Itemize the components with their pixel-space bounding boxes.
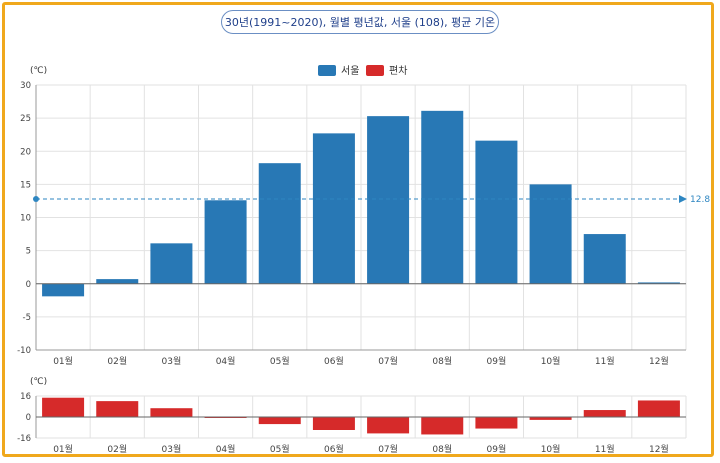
deviation-x-tick-label: 11월 bbox=[595, 443, 615, 455]
legend-label-seoul[interactable]: 서울 bbox=[341, 65, 359, 77]
chart-title: 30년(1991~2020), 월별 평년값, 서울 (108), 평균 기온 bbox=[221, 10, 499, 34]
main-bar-03월 bbox=[150, 243, 193, 284]
main-bar-05월 bbox=[258, 163, 301, 284]
deviation-x-tick-label: 12월 bbox=[649, 443, 669, 455]
deviation-bar-05월 bbox=[258, 417, 301, 425]
deviation-x-tick-label: 04월 bbox=[216, 443, 236, 455]
legend-swatch-deviation[interactable] bbox=[366, 65, 384, 76]
legend: 서울 편차 bbox=[318, 65, 407, 77]
main-bar-11월 bbox=[583, 234, 626, 284]
deviation-bar-09월 bbox=[475, 417, 518, 429]
main-x-tick-label: 06월 bbox=[324, 355, 344, 367]
main-y-tick-label: -10 bbox=[17, 346, 31, 356]
main-x-tick-label: 02월 bbox=[107, 355, 127, 367]
main-bar-04월 bbox=[204, 200, 247, 284]
main-x-tick-label: 01월 bbox=[53, 355, 73, 367]
main-y-tick-label: 30 bbox=[20, 81, 31, 91]
main-y-tick-label: 15 bbox=[20, 180, 31, 190]
deviation-bar-07월 bbox=[367, 417, 410, 434]
main-x-tick-label: 10월 bbox=[541, 355, 561, 367]
main-bar-10월 bbox=[529, 184, 572, 284]
average-line-label: 12.8 bbox=[690, 195, 710, 205]
deviation-bar-02월 bbox=[96, 401, 139, 417]
deviation-bar-11월 bbox=[583, 410, 626, 417]
deviation-y-tick-label: 16 bbox=[20, 392, 31, 402]
average-line-arrow bbox=[679, 194, 687, 203]
main-bar-07월 bbox=[367, 116, 410, 284]
main-unit-label: (℃) bbox=[30, 66, 47, 76]
main-y-tick-label: 20 bbox=[20, 147, 31, 157]
legend-swatch-seoul[interactable] bbox=[318, 65, 336, 76]
average-reference-line: 12.8 bbox=[33, 194, 710, 205]
main-y-tick-label: 25 bbox=[20, 114, 31, 124]
main-x-tick-label: 12월 bbox=[649, 355, 669, 367]
deviation-x-tick-label: 03월 bbox=[162, 443, 182, 455]
deviation-bar-06월 bbox=[312, 417, 355, 430]
deviation-x-tick-label: 06월 bbox=[324, 443, 344, 455]
chart-frame bbox=[2, 2, 714, 457]
deviation-y-tick-label: -16 bbox=[17, 434, 31, 444]
deviation-bar-12월 bbox=[637, 400, 680, 417]
deviation-bar-03월 bbox=[150, 408, 193, 417]
deviation-unit-label: (℃) bbox=[30, 377, 47, 387]
average-line-start-marker bbox=[33, 195, 39, 202]
main-bar-06월 bbox=[312, 133, 355, 284]
main-bar-01월 bbox=[42, 283, 85, 297]
deviation-bar-01월 bbox=[42, 397, 85, 417]
main-x-tick-label: 08월 bbox=[432, 355, 452, 367]
main-y-tick-label: 10 bbox=[20, 214, 31, 224]
main-y-tick-label: -5 bbox=[23, 313, 31, 323]
main-x-tick-label: 09월 bbox=[487, 355, 507, 367]
deviation-x-tick-label: 07월 bbox=[378, 443, 398, 455]
main-y-tick-label: 5 bbox=[26, 247, 31, 257]
deviation-x-tick-label: 08월 bbox=[432, 443, 452, 455]
deviation-x-tick-label: 02월 bbox=[107, 443, 127, 455]
deviation-x-tick-label: 01월 bbox=[53, 443, 73, 455]
deviation-x-tick-label: 05월 bbox=[270, 443, 290, 455]
deviation-x-tick-label: 10월 bbox=[541, 443, 561, 455]
main-bar-02월 bbox=[96, 279, 139, 284]
main-x-tick-label: 04월 bbox=[216, 355, 236, 367]
deviation-y-tick-label: 0 bbox=[26, 413, 31, 423]
main-bar-08월 bbox=[421, 110, 464, 284]
main-bars bbox=[42, 110, 680, 297]
main-bar-09월 bbox=[475, 140, 518, 284]
deviation-bars bbox=[42, 397, 680, 435]
main-y-tick-label: 0 bbox=[26, 280, 31, 290]
deviation-bar-08월 bbox=[421, 417, 464, 435]
main-bar-12월 bbox=[637, 282, 680, 284]
deviation-axis: -16 0 16 01월 02월 03월 04월 05월 06월 07월 08월 09월 10월 11월 1… bbox=[17, 392, 686, 455]
main-x-tick-label: 07월 bbox=[378, 355, 398, 367]
main-axis: -10 -5 0 5 10 15 20 25 30 01월 02월 03월 04월 05월 06월 07월 08… bbox=[17, 81, 686, 367]
main-x-tick-label: 05월 bbox=[270, 355, 290, 367]
legend-label-deviation[interactable]: 편차 bbox=[389, 65, 407, 77]
deviation-x-tick-label: 09월 bbox=[487, 443, 507, 455]
deviation-bar-10월 bbox=[529, 417, 572, 420]
main-x-tick-label: 03월 bbox=[162, 355, 182, 367]
main-x-tick-label: 11월 bbox=[595, 355, 615, 367]
main-grid bbox=[35, 84, 687, 351]
